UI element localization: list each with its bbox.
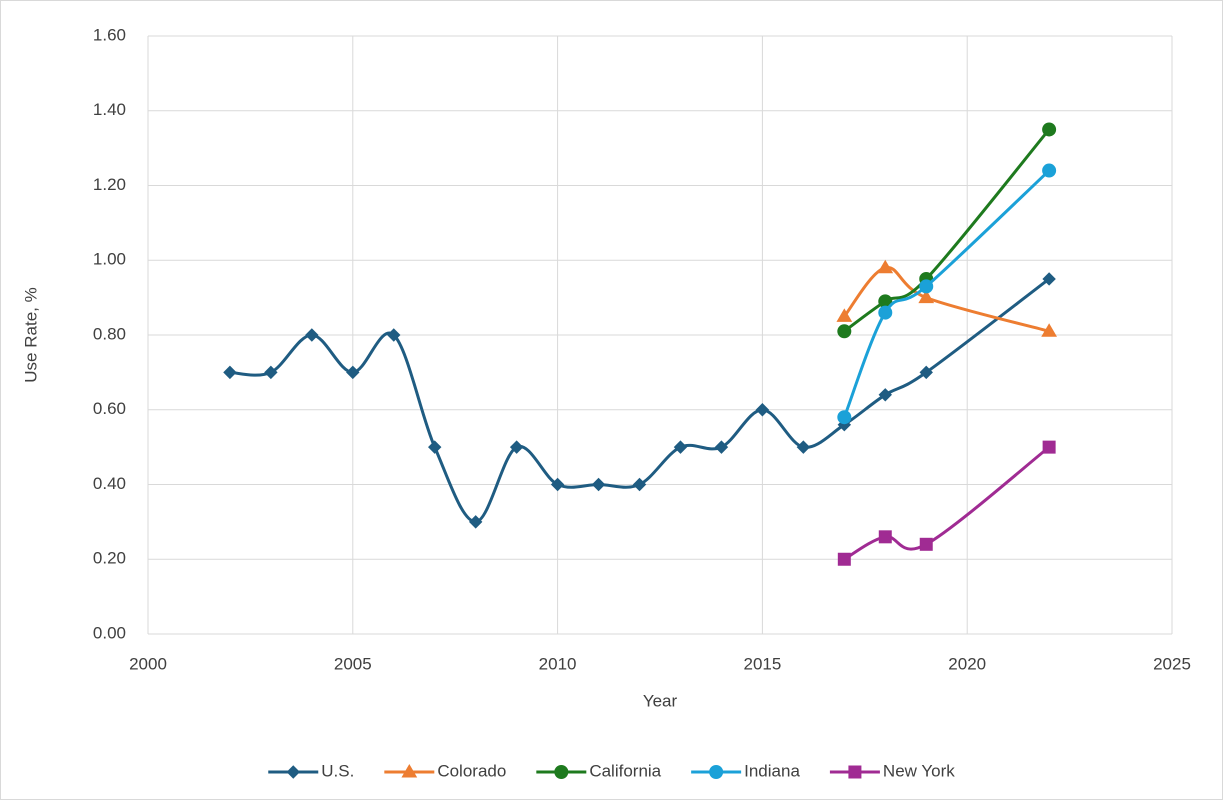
marker — [1042, 440, 1056, 454]
marker — [796, 440, 811, 454]
legend-item: Indiana — [691, 761, 800, 780]
marker — [509, 440, 524, 454]
legend-label: Indiana — [744, 761, 800, 780]
marker — [1042, 163, 1057, 178]
marker — [632, 477, 647, 492]
legend-item: California — [536, 761, 662, 780]
marker — [346, 365, 360, 380]
marker — [468, 515, 483, 529]
legend-label: New York — [883, 761, 955, 780]
marker — [550, 477, 565, 492]
y-tick-label: 1.00 — [93, 250, 126, 269]
x-tick-label: 2010 — [539, 654, 577, 673]
x-axis-label: Year — [643, 691, 678, 710]
legend-item: Colorado — [384, 761, 506, 780]
marker — [878, 388, 892, 402]
y-tick-label: 0.40 — [93, 474, 126, 493]
marker — [401, 764, 418, 778]
marker — [878, 530, 892, 544]
legend-label: California — [589, 761, 661, 780]
y-axis-label: Use Rate, % — [21, 287, 40, 382]
marker — [591, 477, 606, 492]
marker — [837, 410, 852, 425]
y-tick-label: 1.40 — [93, 100, 126, 119]
y-tick-label: 0.80 — [93, 324, 126, 343]
x-tick-label: 2005 — [334, 654, 372, 673]
y-tick-label: 0.60 — [93, 399, 126, 418]
marker — [714, 440, 729, 454]
marker — [387, 328, 401, 342]
y-tick-label: 1.20 — [93, 175, 126, 194]
marker — [428, 440, 442, 454]
x-tick-label: 2020 — [948, 654, 986, 673]
marker — [755, 403, 770, 417]
marker — [919, 537, 933, 551]
marker — [918, 289, 935, 304]
x-tick-label: 2015 — [743, 654, 781, 673]
series-line — [842, 169, 1051, 418]
marker — [919, 365, 933, 380]
marker — [1042, 122, 1057, 137]
y-tick-label: 1.60 — [93, 25, 126, 44]
marker — [837, 324, 852, 339]
marker — [848, 765, 862, 779]
x-tick-label: 2000 — [129, 654, 167, 673]
marker — [305, 328, 319, 342]
marker — [878, 305, 893, 320]
marker — [877, 259, 894, 274]
marker — [554, 765, 569, 779]
marker — [1041, 323, 1057, 337]
legend-label: Colorado — [437, 761, 506, 780]
series-line — [843, 266, 1050, 333]
marker — [286, 765, 300, 779]
marker — [1042, 272, 1056, 286]
legend-label: U.S. — [321, 761, 354, 780]
x-tick-label: 2025 — [1153, 654, 1191, 673]
marker — [836, 308, 853, 322]
marker — [837, 552, 851, 566]
series-line — [843, 445, 1051, 561]
series-line — [843, 128, 1051, 333]
marker — [709, 765, 724, 779]
y-tick-label: 0.20 — [93, 549, 126, 568]
legend: U.S. Colorado California Indiana New York — [268, 761, 955, 780]
y-tick-label: 0.00 — [93, 623, 126, 642]
marker — [919, 279, 934, 294]
marker — [223, 365, 237, 380]
legend-item: U.S. — [268, 761, 354, 780]
marker — [264, 365, 278, 380]
legend-item: New York — [829, 761, 955, 780]
marker — [673, 440, 688, 454]
